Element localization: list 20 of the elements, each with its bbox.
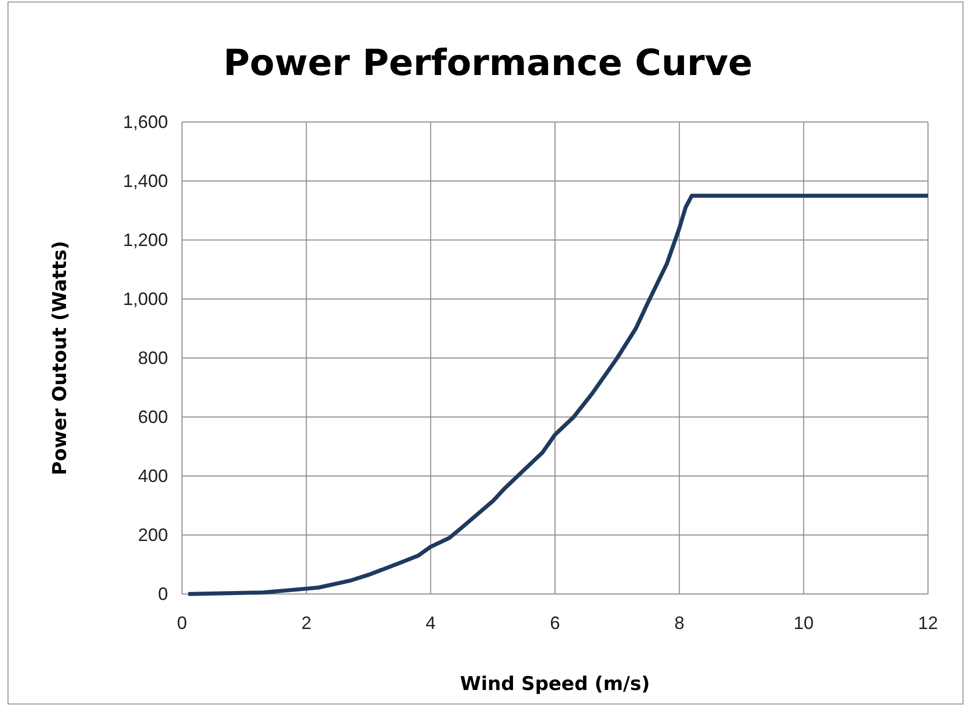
x-tick-label: 12 [918, 612, 938, 633]
line-series [186, 194, 930, 596]
x-tick-label: 6 [550, 612, 560, 633]
x-tick-label: 2 [301, 612, 312, 633]
chart-title: Power Performance Curve [223, 43, 753, 84]
y-tick-label: 1,000 [122, 288, 168, 309]
y-tick-label: 1,600 [122, 112, 168, 132]
x-tick-label: 0 [176, 612, 188, 633]
x-axis-title: Wind Speed (m/s) [460, 673, 650, 695]
y-tick-label: 600 [138, 406, 168, 427]
y-axis-title: Power Outout (Watts) [49, 240, 71, 476]
y-tick-label: 0 [158, 584, 168, 604]
x-tick-label: 10 [794, 612, 814, 633]
y-tick-label: 400 [138, 466, 168, 486]
y-tick-label: 1,400 [122, 170, 168, 191]
y-tick-label: 200 [138, 524, 168, 545]
y-tick-label: 800 [138, 348, 168, 368]
x-tick-label: 8 [674, 612, 684, 633]
y-tick-label: 1,200 [122, 230, 168, 250]
x-tick-label: 4 [426, 612, 436, 633]
